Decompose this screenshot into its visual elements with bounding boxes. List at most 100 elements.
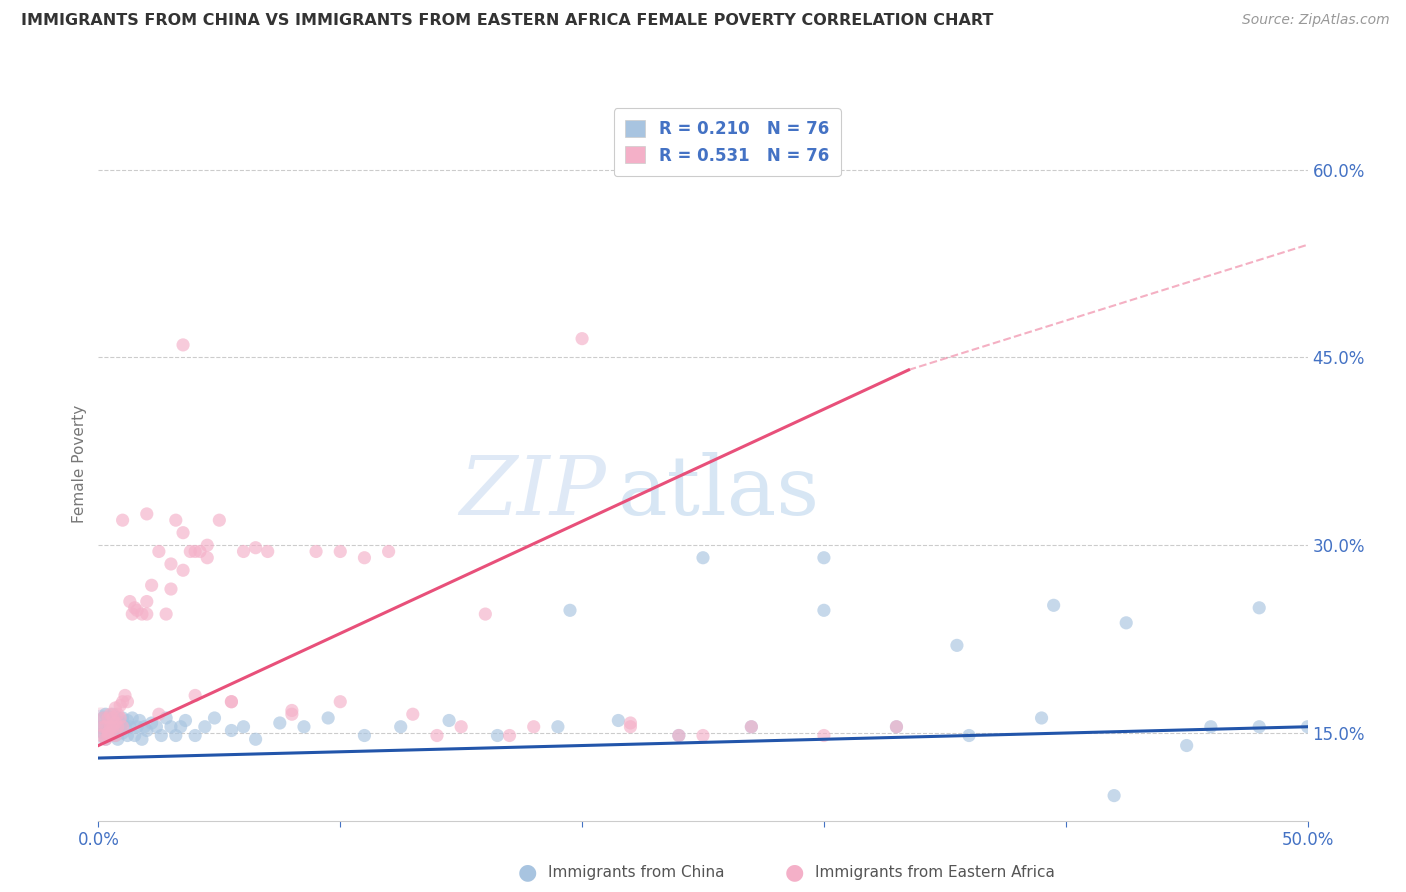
Point — [90, 729, 112, 743]
Point — [389, 720, 412, 734]
Point — [104, 716, 127, 731]
Point — [104, 714, 127, 728]
Point — [886, 720, 908, 734]
Point — [208, 513, 231, 527]
Point — [94, 707, 117, 722]
Point — [127, 720, 149, 734]
Point — [128, 714, 150, 728]
Point — [256, 544, 278, 558]
Point — [169, 720, 191, 734]
Point — [450, 720, 472, 734]
Point — [1102, 789, 1125, 803]
Point — [111, 695, 134, 709]
Point — [316, 711, 339, 725]
Point — [134, 720, 156, 734]
Point — [437, 714, 460, 728]
Point — [523, 720, 546, 734]
Legend: R = 0.210   N = 76, R = 0.531   N = 76: R = 0.210 N = 76, R = 0.531 N = 76 — [614, 108, 841, 177]
Point — [1115, 615, 1137, 630]
Text: ●: ● — [785, 863, 804, 882]
Point — [97, 714, 120, 728]
Point — [692, 729, 714, 743]
Point — [886, 720, 908, 734]
Point — [107, 720, 129, 734]
Point — [668, 729, 690, 743]
Point — [172, 338, 194, 352]
Point — [117, 714, 139, 728]
Point — [141, 578, 163, 592]
Point — [305, 544, 328, 558]
Point — [91, 726, 114, 740]
Point — [1175, 739, 1198, 753]
Point — [1296, 720, 1319, 734]
Point — [104, 701, 127, 715]
Point — [281, 707, 304, 722]
Point — [90, 720, 112, 734]
Point — [97, 711, 120, 725]
Point — [740, 720, 762, 734]
Point — [946, 639, 969, 653]
Point — [97, 726, 120, 740]
Point — [232, 544, 254, 558]
Point — [117, 729, 139, 743]
Point — [1249, 720, 1271, 734]
Point — [135, 723, 157, 738]
Point — [150, 729, 173, 743]
Point — [107, 732, 129, 747]
Point — [107, 707, 129, 722]
Point — [135, 607, 157, 621]
Point — [204, 711, 226, 725]
Point — [194, 720, 217, 734]
Point — [1031, 711, 1053, 725]
Point — [155, 607, 177, 621]
Point — [100, 720, 122, 734]
Point — [498, 729, 520, 743]
Point — [135, 594, 157, 608]
Point — [124, 729, 146, 743]
Point — [740, 720, 762, 734]
Point — [179, 544, 201, 558]
Point — [135, 507, 157, 521]
Point — [813, 550, 835, 565]
Point — [188, 544, 211, 558]
Point — [245, 541, 267, 555]
Text: Immigrants from Eastern Africa: Immigrants from Eastern Africa — [815, 865, 1056, 880]
Text: ZIP: ZIP — [460, 452, 606, 533]
Point — [184, 689, 207, 703]
Point — [165, 513, 187, 527]
Point — [94, 720, 117, 734]
Point — [160, 720, 183, 734]
Point — [148, 544, 170, 558]
Point — [174, 714, 197, 728]
Point — [245, 732, 267, 747]
Point — [195, 538, 218, 552]
Text: Source: ZipAtlas.com: Source: ZipAtlas.com — [1241, 13, 1389, 28]
Point — [165, 729, 187, 743]
Text: IMMIGRANTS FROM CHINA VS IMMIGRANTS FROM EASTERN AFRICA FEMALE POVERTY CORRELATI: IMMIGRANTS FROM CHINA VS IMMIGRANTS FROM… — [21, 13, 994, 29]
Point — [131, 732, 153, 747]
Point — [91, 711, 114, 725]
Point — [160, 582, 183, 596]
Point — [221, 695, 243, 709]
Point — [100, 711, 122, 725]
Point — [114, 689, 136, 703]
Point — [97, 726, 120, 740]
Point — [108, 716, 131, 731]
Point — [141, 716, 163, 731]
Point — [292, 720, 315, 734]
Point — [486, 729, 509, 743]
Point — [111, 711, 134, 725]
Point — [107, 720, 129, 734]
Point — [100, 720, 122, 734]
Text: ●: ● — [517, 863, 537, 882]
Point — [91, 711, 114, 725]
Point — [97, 729, 120, 743]
Point — [1199, 720, 1222, 734]
Point — [402, 707, 425, 722]
Point — [232, 720, 254, 734]
Point — [121, 711, 143, 725]
Point — [813, 603, 835, 617]
Point — [155, 711, 177, 725]
Point — [221, 723, 243, 738]
Point — [108, 720, 131, 734]
